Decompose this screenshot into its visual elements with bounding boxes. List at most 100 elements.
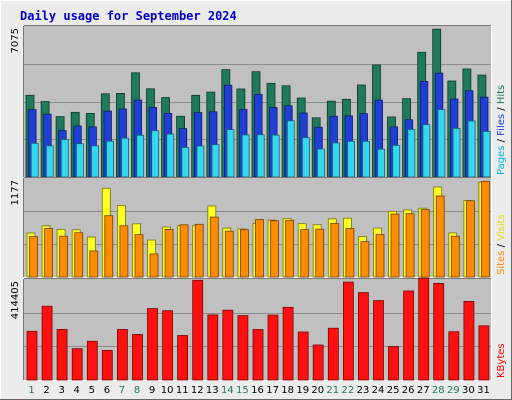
series-label-pages: Pages [496, 146, 507, 175]
day-label-20: 20 [311, 385, 324, 396]
bar-kbytes-day-31 [478, 325, 490, 381]
bar-pages-day-9 [151, 130, 160, 178]
bar-pages-day-1 [30, 142, 39, 178]
middle-y-max-label: 1177 [10, 180, 21, 205]
day-label-18: 18 [281, 385, 294, 396]
bar-pages-day-13 [211, 144, 220, 178]
bar-pages-day-4 [76, 143, 84, 178]
day-label-13: 13 [206, 385, 219, 396]
bar-pages-day-21 [332, 142, 340, 178]
day-label-11: 11 [176, 385, 189, 396]
bar-kbytes-day-8 [132, 333, 143, 381]
day-label-31: 31 [477, 385, 490, 396]
bar-kbytes-day-21 [327, 327, 339, 381]
series-label-visits: Visits [496, 214, 507, 241]
bar-sites-day-8 [134, 234, 144, 278]
bar-kbytes-day-4 [71, 348, 83, 381]
bar-kbytes-day-30 [463, 300, 475, 381]
bar-pages-day-27 [422, 124, 431, 178]
day-label-22: 22 [342, 385, 355, 396]
day-label-4: 4 [74, 385, 80, 396]
bar-kbytes-day-15 [237, 315, 249, 381]
bar-sites-day-1 [29, 236, 38, 278]
bar-kbytes-day-27 [418, 277, 430, 381]
bar-sites-day-23 [360, 241, 370, 278]
bar-kbytes-day-12 [192, 279, 204, 381]
bar-sites-day-17 [270, 220, 279, 278]
bar-kbytes-day-19 [297, 331, 309, 381]
day-label-25: 25 [387, 385, 400, 396]
bar-sites-day-18 [285, 219, 295, 278]
bar-pages-day-28 [437, 109, 446, 178]
bar-kbytes-day-22 [342, 281, 354, 381]
day-label-28: 28 [432, 385, 445, 396]
bar-kbytes-day-6 [101, 349, 113, 381]
day-label-27: 27 [417, 385, 430, 396]
bar-sites-day-19 [300, 229, 310, 278]
bar-pages-day-2 [45, 145, 54, 178]
bar-sites-day-16 [255, 219, 264, 278]
day-label-12: 12 [191, 385, 204, 396]
bar-pages-day-25 [392, 144, 401, 178]
bar-sites-day-10 [164, 228, 174, 278]
series-label-hits: Hits [496, 85, 507, 104]
bar-pages-day-24 [377, 148, 386, 178]
bar-kbytes-day-2 [41, 305, 53, 381]
bar-kbytes-day-24 [373, 300, 384, 381]
bar-pages-day-19 [301, 137, 310, 178]
bar-pages-day-5 [91, 145, 99, 178]
bar-kbytes-day-18 [282, 306, 294, 381]
bar-sites-day-27 [420, 209, 430, 278]
bar-sites-day-26 [405, 213, 415, 278]
bar-sites-day-30 [465, 200, 475, 278]
bottom-y-max-label: 414405 [10, 281, 21, 319]
day-label-7: 7 [119, 385, 125, 396]
bar-sites-day-5 [89, 250, 99, 278]
bar-sites-day-6 [104, 215, 114, 278]
bar-kbytes-day-16 [252, 329, 264, 381]
bar-pages-day-20 [316, 148, 325, 178]
day-label-1: 1 [28, 385, 34, 396]
series-label-kbytes: KBytes [496, 343, 507, 378]
bar-pages-day-14 [226, 129, 235, 178]
day-label-15: 15 [236, 385, 249, 396]
bar-kbytes-day-17 [267, 314, 279, 381]
bar-pages-day-7 [121, 137, 129, 178]
day-label-3: 3 [59, 385, 65, 396]
bar-pages-day-16 [256, 134, 265, 178]
bar-pages-day-30 [467, 120, 476, 178]
bar-pages-day-23 [362, 140, 371, 178]
series-label-separator: / [496, 136, 507, 146]
chart-title: Daily usage for September 2024 [20, 9, 237, 23]
bar-kbytes-day-5 [86, 340, 98, 381]
bar-kbytes-day-1 [26, 330, 38, 381]
bar-kbytes-day-20 [312, 344, 324, 381]
bottom-series-labels: KBytes [496, 343, 507, 378]
bar-sites-day-14 [224, 230, 234, 278]
day-label-23: 23 [357, 385, 370, 396]
bar-sites-day-4 [74, 232, 84, 278]
bar-sites-day-3 [59, 235, 68, 278]
bar-sites-day-24 [375, 234, 385, 278]
bar-sites-day-7 [119, 225, 129, 278]
bar-pages-day-31 [482, 131, 491, 178]
bar-kbytes-day-26 [403, 290, 415, 381]
series-label-separator: / [496, 241, 507, 251]
bar-pages-day-10 [166, 133, 175, 178]
day-label-14: 14 [221, 385, 234, 396]
middle-panel-visits-sites: 1177 Sites / Visits [10, 177, 507, 278]
series-label-files: Files [496, 114, 507, 136]
day-label-10: 10 [161, 385, 174, 396]
day-label-30: 30 [462, 385, 475, 396]
bar-kbytes-day-28 [433, 282, 445, 381]
top-y-max-label: 7075 [10, 28, 21, 53]
bar-kbytes-day-23 [357, 292, 369, 381]
bar-pages-day-15 [241, 134, 250, 178]
bar-sites-day-29 [450, 235, 460, 278]
bar-pages-day-29 [452, 127, 461, 178]
day-label-29: 29 [447, 385, 460, 396]
bar-sites-day-12 [194, 223, 204, 278]
bar-pages-day-22 [347, 140, 356, 178]
bar-kbytes-day-10 [162, 310, 174, 381]
